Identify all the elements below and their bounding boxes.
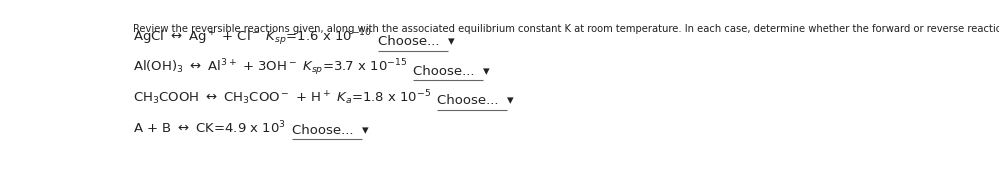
Text: Al(OH)$_3$ $\leftrightarrow$ Al$^{3+}$ + 3OH$^-$ $K_{sp}$=3.7 x 10$^{-15}$: Al(OH)$_3$ $\leftrightarrow$ Al$^{3+}$ +… [133, 57, 407, 78]
Text: Choose...  ▾: Choose... ▾ [414, 65, 490, 78]
Text: Choose...  ▾: Choose... ▾ [378, 35, 455, 48]
Text: A + B $\leftrightarrow$ CK=4.9 x 10$^3$: A + B $\leftrightarrow$ CK=4.9 x 10$^3$ [133, 120, 286, 137]
Text: Review the reversible reactions given, along with the associated equilibrium con: Review the reversible reactions given, a… [133, 24, 999, 34]
Text: CH$_3$COOH $\leftrightarrow$ CH$_3$COO$^-$ + H$^+$ $K_a$=1.8 x 10$^{-5}$: CH$_3$COOH $\leftrightarrow$ CH$_3$COO$^… [133, 89, 431, 107]
Text: Choose...  ▾: Choose... ▾ [292, 124, 369, 137]
Text: AgCl $\leftrightarrow$ Ag$^+$ + Cl$^-$ $K_{sp}$=1.6 x 10$^{-10}$: AgCl $\leftrightarrow$ Ag$^+$ + Cl$^-$ $… [133, 28, 372, 48]
Text: Choose...  ▾: Choose... ▾ [437, 94, 513, 107]
